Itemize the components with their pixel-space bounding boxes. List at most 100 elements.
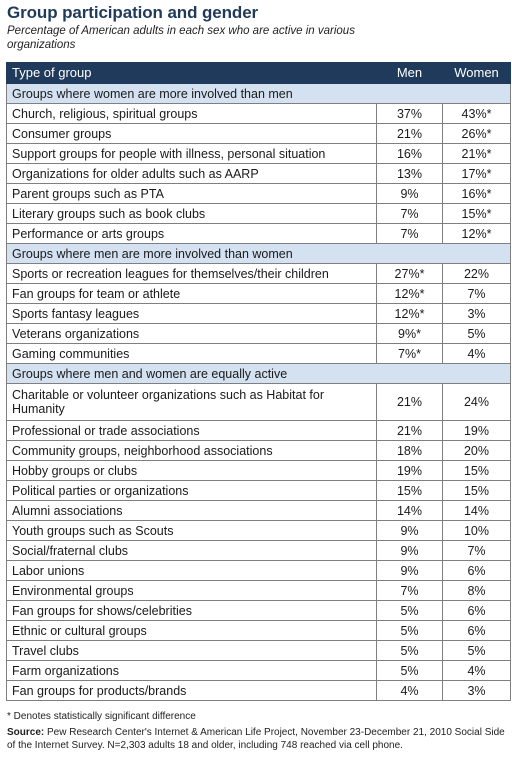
column-header-men: Men — [376, 62, 443, 84]
group-cell: Youth groups such as Scouts — [6, 520, 377, 541]
table-row: Alumni associations 14% 14% — [6, 500, 511, 521]
section-row: Groups where men are more involved than … — [6, 243, 511, 264]
women-value-cell: 6% — [442, 620, 511, 641]
group-cell: Literary groups such as book clubs — [6, 203, 377, 224]
group-cell: Labor unions — [6, 560, 377, 581]
group-cell: Parent groups such as PTA — [6, 183, 377, 204]
men-value-cell: 4% — [376, 680, 443, 701]
group-cell: Consumer groups — [6, 123, 377, 144]
women-value-cell: 26%* — [442, 123, 511, 144]
chart-subtitle: Percentage of American adults in each se… — [7, 25, 355, 51]
table-row: Hobby groups or clubs 19% 15% — [6, 460, 511, 481]
men-value-cell: 21% — [376, 420, 443, 441]
participation-table: Type of group Men Women Groups where wom… — [6, 62, 511, 701]
table-row: Fan groups for team or athlete 12%* 7% — [6, 283, 511, 304]
men-value-cell: 12%* — [376, 283, 443, 304]
men-value-cell: 19% — [376, 460, 443, 481]
group-cell: Sports or recreation leagues for themsel… — [6, 263, 377, 284]
table-row: Political parties or organizations 15% 15% — [6, 480, 511, 501]
table-row: Professional or trade associations 21% 19% — [6, 420, 511, 441]
men-value-cell: 9% — [376, 520, 443, 541]
group-cell: Community groups, neighborhood associati… — [6, 440, 377, 461]
column-header-type: Type of group — [6, 62, 377, 84]
table-row: Labor unions 9% 6% — [6, 560, 511, 581]
men-value-cell: 14% — [376, 500, 443, 521]
men-value-cell: 27%* — [376, 263, 443, 284]
men-value-cell: 12%* — [376, 303, 443, 324]
women-value-cell: 4% — [442, 343, 511, 364]
women-value-cell: 43%* — [442, 103, 511, 124]
women-value-cell: 10% — [442, 520, 511, 541]
women-value-cell: 7% — [442, 540, 511, 561]
table-row: Parent groups such as PTA 9% 16%* — [6, 183, 511, 204]
source-note: Source: Pew Research Center's Internet &… — [7, 727, 505, 752]
women-value-cell: 17%* — [442, 163, 511, 184]
women-value-cell: 3% — [442, 680, 511, 701]
women-value-cell: 8% — [442, 580, 511, 601]
table-row: Sports or recreation leagues for themsel… — [6, 263, 511, 284]
group-cell: Veterans organizations — [6, 323, 377, 344]
men-value-cell: 13% — [376, 163, 443, 184]
table-row: Organizations for older adults such as A… — [6, 163, 511, 184]
group-cell: Social/fraternal clubs — [6, 540, 377, 561]
men-value-cell: 9% — [376, 560, 443, 581]
table-row: Sports fantasy leagues 12%* 3% — [6, 303, 511, 324]
table-row: Environmental groups 7% 8% — [6, 580, 511, 601]
women-value-cell: 12%* — [442, 223, 511, 244]
men-value-cell: 18% — [376, 440, 443, 461]
women-value-cell: 7% — [442, 283, 511, 304]
women-value-cell: 6% — [442, 600, 511, 621]
group-cell: Fan groups for products/brands — [6, 680, 377, 701]
women-value-cell: 21%* — [442, 143, 511, 164]
column-header-women: Women — [442, 62, 511, 84]
group-cell: Political parties or organizations — [6, 480, 377, 501]
table-body: Groups where women are more involved tha… — [6, 83, 511, 701]
men-value-cell: 7% — [376, 223, 443, 244]
table-row: Community groups, neighborhood associati… — [6, 440, 511, 461]
table-row: Consumer groups 21% 26%* — [6, 123, 511, 144]
table-row: Literary groups such as book clubs 7% 15%* — [6, 203, 511, 224]
table-row: Veterans organizations 9%* 5% — [6, 323, 511, 344]
group-cell: Hobby groups or clubs — [6, 460, 377, 481]
men-value-cell: 7%* — [376, 343, 443, 364]
table-row: Social/fraternal clubs 9% 7% — [6, 540, 511, 561]
group-cell: Charitable or volunteer organizations su… — [6, 383, 377, 421]
men-value-cell: 21% — [376, 383, 443, 421]
table-row: Gaming communities 7%* 4% — [6, 343, 511, 364]
women-value-cell: 16%* — [442, 183, 511, 204]
women-value-cell: 20% — [442, 440, 511, 461]
section-heading: Groups where women are more involved tha… — [6, 83, 511, 104]
header-row: Type of group Men Women — [6, 62, 511, 84]
table-row: Support groups for people with illness, … — [6, 143, 511, 164]
men-value-cell: 5% — [376, 640, 443, 661]
women-value-cell: 15% — [442, 480, 511, 501]
women-value-cell: 15% — [442, 460, 511, 481]
source-label: Source: — [7, 727, 45, 738]
women-value-cell: 5% — [442, 640, 511, 661]
men-value-cell: 21% — [376, 123, 443, 144]
women-value-cell: 4% — [442, 660, 511, 681]
women-value-cell: 22% — [442, 263, 511, 284]
men-value-cell: 37% — [376, 103, 443, 124]
women-value-cell: 15%* — [442, 203, 511, 224]
group-cell: Alumni associations — [6, 500, 377, 521]
section-row: Groups where men and women are equally a… — [6, 363, 511, 384]
group-cell: Environmental groups — [6, 580, 377, 601]
men-value-cell: 9% — [376, 183, 443, 204]
group-cell: Ethnic or cultural groups — [6, 620, 377, 641]
group-cell: Performance or arts groups — [6, 223, 377, 244]
group-cell: Sports fantasy leagues — [6, 303, 377, 324]
source-text: Pew Research Center's Internet & America… — [7, 727, 505, 751]
group-cell: Fan groups for team or athlete — [6, 283, 377, 304]
table-row: Ethnic or cultural groups 5% 6% — [6, 620, 511, 641]
men-value-cell: 9% — [376, 540, 443, 561]
group-cell: Organizations for older adults such as A… — [6, 163, 377, 184]
table-row: Travel clubs 5% 5% — [6, 640, 511, 661]
table-row: Charitable or volunteer organizations su… — [6, 383, 511, 421]
group-cell: Professional or trade associations — [6, 420, 377, 441]
group-cell: Farm organizations — [6, 660, 377, 681]
women-value-cell: 24% — [442, 383, 511, 421]
table-row: Church, religious, spiritual groups 37% 43… — [6, 103, 511, 124]
group-cell: Support groups for people with illness, … — [6, 143, 377, 164]
